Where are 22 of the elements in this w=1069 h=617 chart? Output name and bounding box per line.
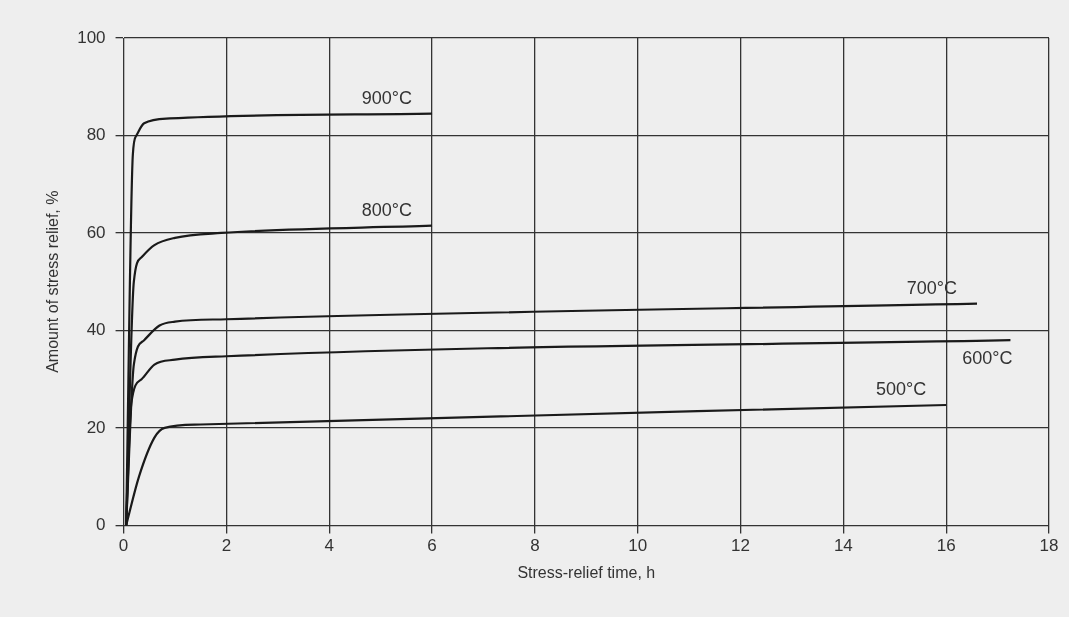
x-tick-label: 0 [118, 536, 129, 556]
series-label: 800°C [361, 199, 413, 220]
y-tick-label: 80 [86, 125, 106, 145]
y-tick-label: 40 [86, 320, 106, 340]
x-tick-label: 18 [1039, 536, 1059, 556]
x-tick-label: 12 [731, 536, 750, 556]
x-tick-label: 4 [324, 536, 334, 556]
y-tick-label: 0 [96, 515, 106, 535]
series-label: 900°C [361, 87, 413, 108]
y-axis-title: Amount of stress relief, % [44, 190, 62, 373]
y-tick-label: 60 [86, 222, 106, 242]
x-tick-label: 14 [833, 536, 853, 556]
x-tick-label: 8 [530, 536, 540, 556]
series-label: 600°C [962, 348, 1013, 369]
x-tick-label: 6 [427, 536, 437, 556]
x-axis-title: Stress-relief time, h [517, 563, 656, 581]
series-label: 500°C [875, 378, 927, 399]
x-tick-label: 10 [628, 536, 648, 556]
y-tick-label: 100 [77, 27, 106, 47]
y-tick-label: 20 [86, 417, 106, 437]
x-tick-label: 16 [936, 536, 956, 556]
x-tick-label: 2 [221, 536, 232, 556]
